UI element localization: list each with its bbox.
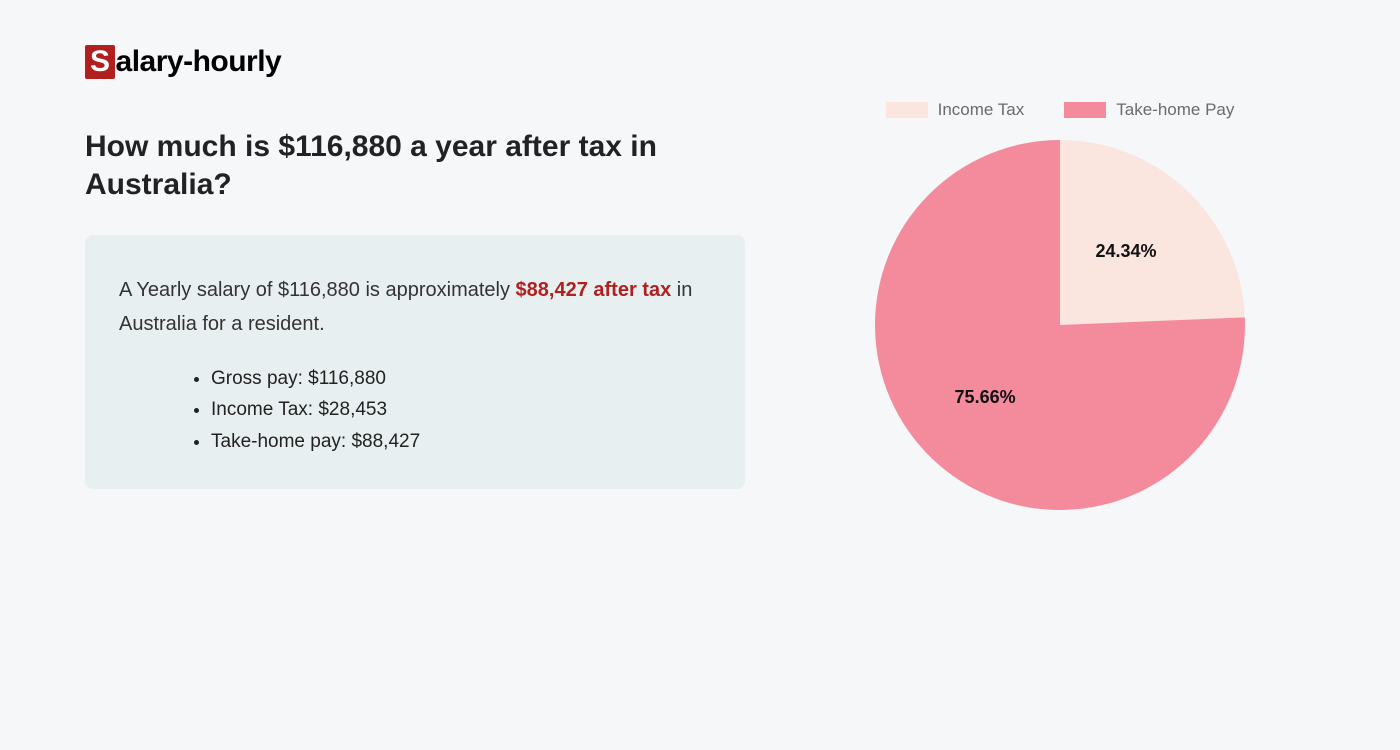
chart-legend: Income Tax Take-home Pay bbox=[820, 100, 1300, 120]
legend-item-take-home: Take-home Pay bbox=[1064, 100, 1234, 120]
legend-swatch bbox=[1064, 102, 1106, 118]
summary-card: A Yearly salary of $116,880 is approxima… bbox=[85, 235, 745, 489]
legend-label: Take-home Pay bbox=[1116, 100, 1234, 120]
pie-chart-region: Income Tax Take-home Pay 24.34% 75.66% bbox=[820, 100, 1300, 510]
pie-slice-label: 24.34% bbox=[1095, 241, 1156, 262]
summary-highlight: $88,427 after tax bbox=[516, 279, 672, 301]
logo-prefix-box: S bbox=[85, 45, 115, 79]
pie-slice bbox=[1060, 140, 1245, 325]
pie-slice-label: 75.66% bbox=[955, 387, 1016, 408]
legend-item-income-tax: Income Tax bbox=[886, 100, 1025, 120]
site-logo: Salary-hourly bbox=[85, 45, 281, 79]
legend-swatch bbox=[886, 102, 928, 118]
pie-svg bbox=[875, 140, 1245, 510]
breakdown-list: Gross pay: $116,880 Income Tax: $28,453 … bbox=[119, 363, 705, 457]
list-item: Income Tax: $28,453 bbox=[211, 394, 705, 425]
summary-prefix: A Yearly salary of $116,880 is approxima… bbox=[119, 279, 516, 301]
legend-label: Income Tax bbox=[938, 100, 1025, 120]
logo-rest: alary-hourly bbox=[116, 45, 282, 78]
page-title: How much is $116,880 a year after tax in… bbox=[85, 128, 685, 203]
list-item: Take-home pay: $88,427 bbox=[211, 426, 705, 457]
list-item: Gross pay: $116,880 bbox=[211, 363, 705, 394]
pie-chart: 24.34% 75.66% bbox=[875, 140, 1245, 510]
summary-sentence: A Yearly salary of $116,880 is approxima… bbox=[119, 273, 705, 341]
